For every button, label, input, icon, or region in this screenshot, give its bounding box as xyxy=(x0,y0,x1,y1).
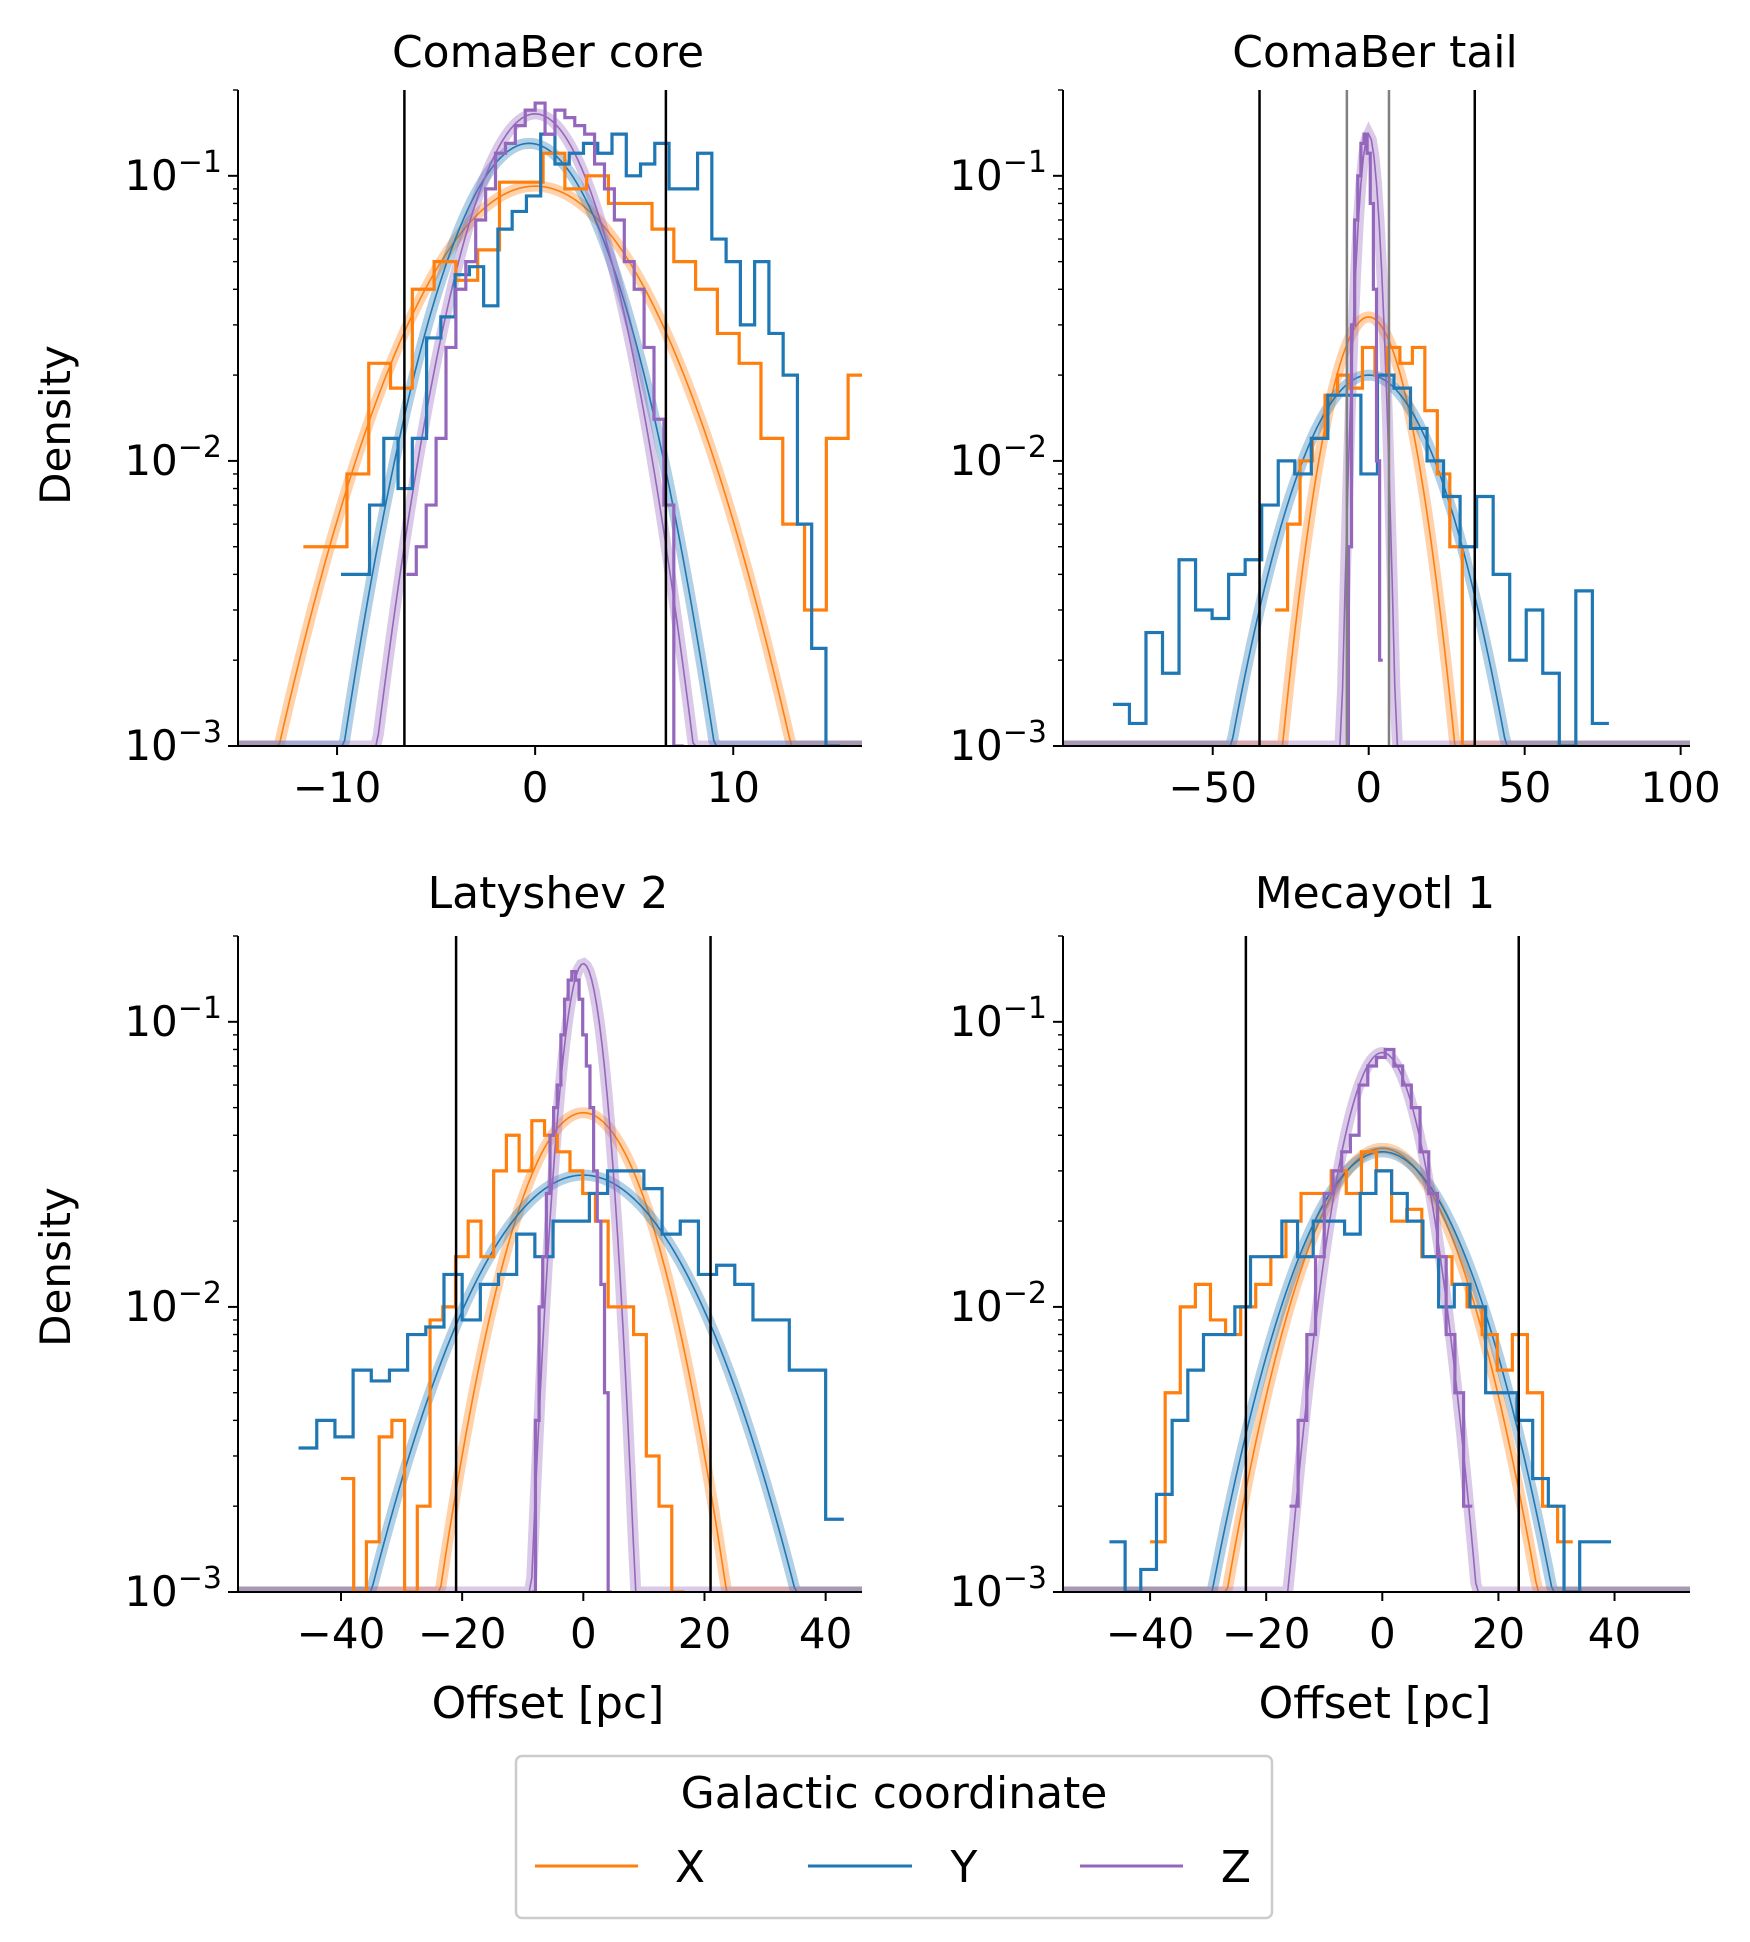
x-tick-label: 0 xyxy=(1355,763,1382,812)
y-tick-label: 10−3 xyxy=(124,1561,222,1616)
histogram-z xyxy=(406,101,684,746)
plot-area xyxy=(238,90,862,746)
panel-title: ComaBer core xyxy=(392,27,704,78)
y-tick-label: 10−2 xyxy=(124,430,222,485)
histogram-z xyxy=(1345,132,1383,746)
y-tick-label: 10−1 xyxy=(124,145,222,200)
legend-label-z: Z xyxy=(1221,1842,1251,1893)
histogram-y xyxy=(1109,1169,1612,1592)
plot-area xyxy=(1063,936,1690,1592)
y-tick-label: 10−1 xyxy=(124,991,222,1046)
x-tick-label: −50 xyxy=(1168,763,1257,812)
x-tick-label: 40 xyxy=(799,1609,852,1658)
panel-latyshev-2: Latyshev 2 Density Offset [pc] −40 −20 0 20… xyxy=(31,868,862,1729)
y-axis-label: Density xyxy=(31,345,80,505)
panel-title: Mecayotl 1 xyxy=(1255,868,1496,919)
histogram-x xyxy=(1150,1150,1573,1544)
panel-comaber-core: ComaBer core Density −10 0 10 10−3 10−2 10−1 xyxy=(31,27,862,812)
x-tick-label: 20 xyxy=(678,1609,731,1658)
x-tick-label: −40 xyxy=(1106,1609,1195,1658)
x-tick-label: 50 xyxy=(1498,763,1551,812)
model-curve-z xyxy=(1063,1051,1690,1592)
panel-title: ComaBer tail xyxy=(1232,27,1517,78)
x-axis-label: Offset [pc] xyxy=(1259,1678,1492,1729)
y-tick-label: 10−1 xyxy=(949,991,1047,1046)
model-curve-z xyxy=(238,113,862,746)
histogram-z xyxy=(1289,1047,1473,1508)
legend-title: Galactic coordinate xyxy=(681,1768,1108,1819)
y-tick-label: 10−3 xyxy=(949,715,1047,770)
plot-area xyxy=(238,936,862,1592)
panel-title: Latyshev 2 xyxy=(428,868,669,919)
x-tick-label: 0 xyxy=(522,763,549,812)
y-axis-label: Density xyxy=(31,1187,80,1347)
x-tick-label: 20 xyxy=(1472,1609,1525,1658)
x-tick-label: −20 xyxy=(1222,1609,1311,1658)
x-tick-label: 0 xyxy=(1369,1609,1396,1658)
x-tick-label: −10 xyxy=(293,763,382,812)
x-tick-label: −20 xyxy=(418,1609,507,1658)
x-tick-label: 100 xyxy=(1641,763,1721,812)
histogram-y xyxy=(298,1169,844,1521)
y-tick-label: 10−2 xyxy=(949,1276,1047,1331)
legend-label-y: Y xyxy=(950,1842,978,1893)
legend-label-x: X xyxy=(675,1842,705,1893)
y-tick-label: 10−2 xyxy=(949,430,1047,485)
x-tick-label: 40 xyxy=(1588,1609,1641,1658)
y-tick-label: 10−3 xyxy=(949,1561,1047,1616)
panel-comaber-tail: ComaBer tail −50 0 50 100 10−3 10−2 10−1 xyxy=(949,27,1720,812)
histogram-z xyxy=(531,970,612,1592)
x-tick-label: 0 xyxy=(570,1609,597,1658)
model-curve-y xyxy=(238,142,862,746)
histogram-x xyxy=(340,1119,685,1592)
y-tick-label: 10−2 xyxy=(124,1276,222,1331)
legend-box xyxy=(514,1754,1274,1920)
x-tick-label: 10 xyxy=(707,763,760,812)
model-curve-x xyxy=(238,185,862,746)
legend: Galactic coordinate X Y Z xyxy=(514,1754,1274,1920)
x-tick-label: −40 xyxy=(297,1609,386,1658)
model-curve-z xyxy=(1063,132,1690,746)
panel-mecayotl-1: Mecayotl 1 Offset [pc] −40 −20 0 20 40 10−3 10… xyxy=(949,868,1690,1729)
model-curve-z xyxy=(238,962,862,1592)
y-tick-label: 10−3 xyxy=(124,715,222,770)
histogram-y xyxy=(341,132,841,746)
model-curve-x xyxy=(1063,1147,1690,1592)
histogram-y xyxy=(1112,373,1609,746)
y-tick-label: 10−1 xyxy=(949,145,1047,200)
plot-area xyxy=(1063,90,1690,746)
x-axis-label: Offset [pc] xyxy=(432,1678,665,1729)
